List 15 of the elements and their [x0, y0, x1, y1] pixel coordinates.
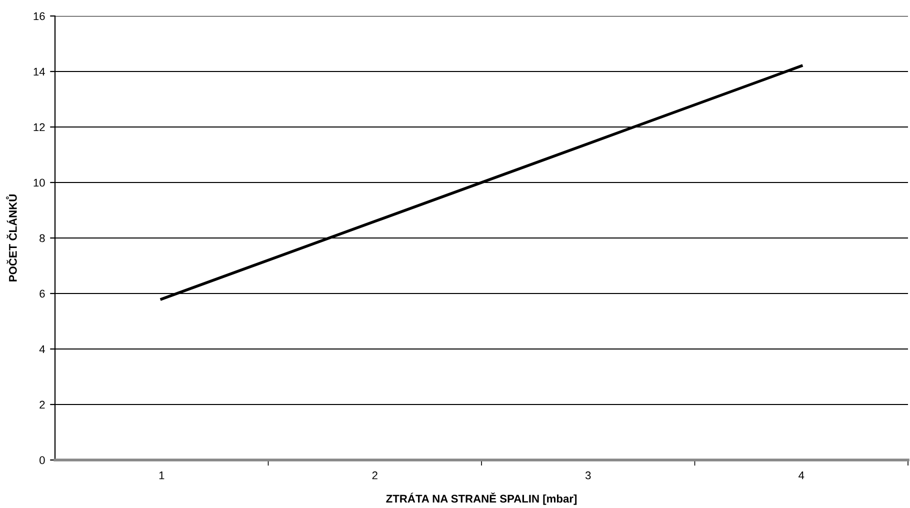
y-tick-label: 10 — [34, 178, 45, 187]
y-tick-label: 6 — [40, 290, 45, 298]
y-tick-label: 16 — [34, 12, 45, 20]
x-tick-label: 1 — [159, 472, 164, 480]
y-tick-label: 14 — [34, 68, 45, 76]
y-axis-title: POČET ČLÁNKŮ — [6, 194, 17, 282]
y-tick-label: 0 — [40, 456, 45, 464]
y-tick-label: 4 — [39, 345, 45, 354]
y-tick-label: 12 — [34, 123, 45, 132]
y-tick-label: 2 — [40, 400, 45, 409]
x-tick-label: 2 — [372, 471, 378, 480]
x-axis-title: ZTRÁTA NA STRANĚ SPALIN [mbar] — [386, 492, 577, 505]
y-tick-label: 8 — [40, 234, 45, 242]
x-tick-label: 4 — [798, 472, 804, 480]
x-tick-label: 3 — [585, 471, 591, 480]
